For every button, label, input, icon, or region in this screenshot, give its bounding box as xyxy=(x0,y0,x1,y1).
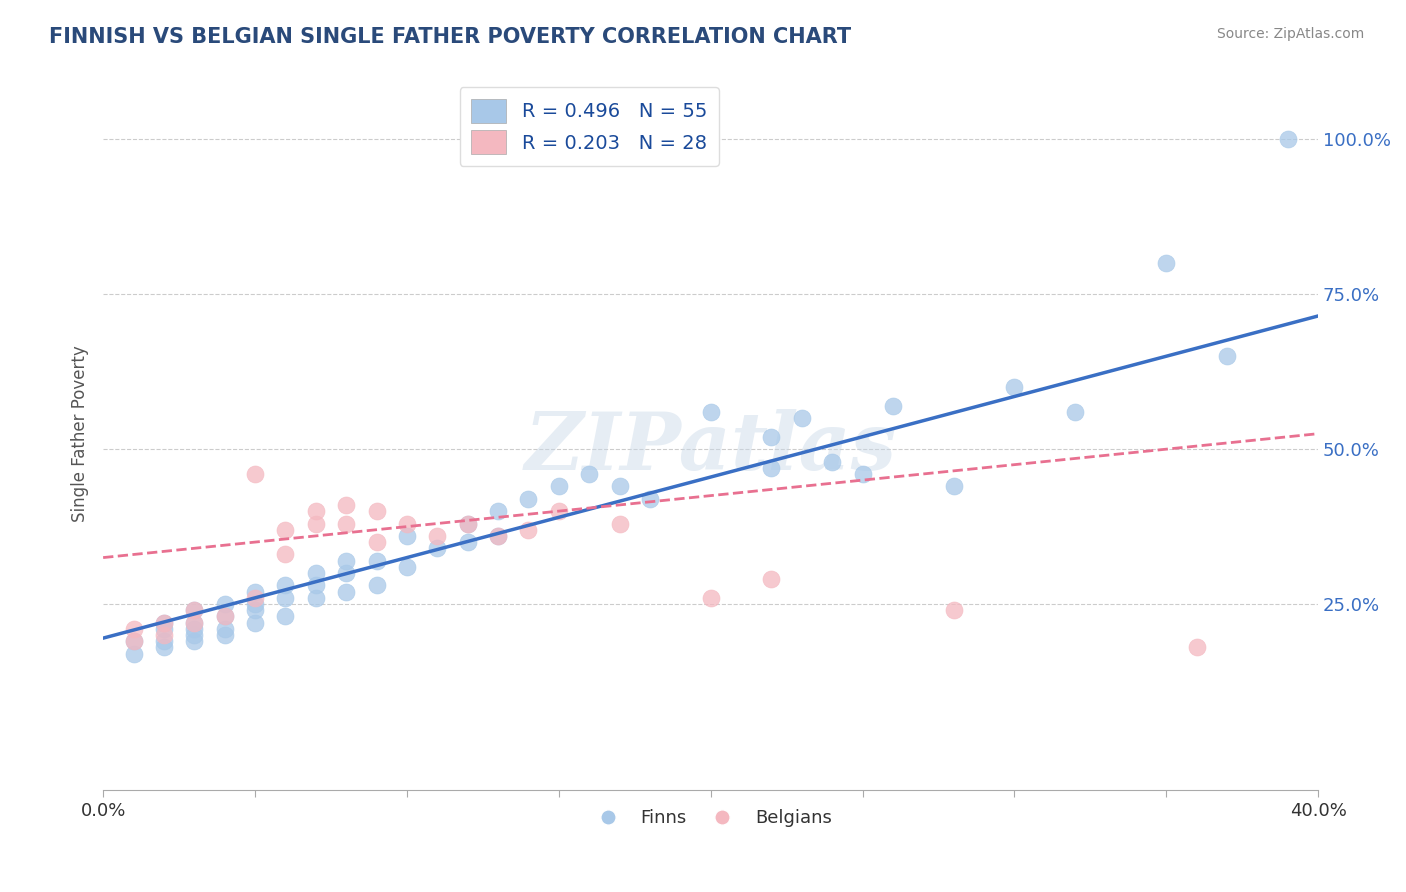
Point xyxy=(183,634,205,648)
Point xyxy=(305,578,328,592)
Point xyxy=(305,591,328,605)
Point xyxy=(821,454,844,468)
Point xyxy=(214,622,236,636)
Point xyxy=(1185,640,1208,655)
Point xyxy=(214,628,236,642)
Point xyxy=(214,609,236,624)
Point xyxy=(274,578,297,592)
Point xyxy=(761,572,783,586)
Point xyxy=(851,467,873,481)
Text: Source: ZipAtlas.com: Source: ZipAtlas.com xyxy=(1216,27,1364,41)
Point xyxy=(699,591,721,605)
Point xyxy=(1154,256,1177,270)
Point xyxy=(274,609,297,624)
Point xyxy=(457,516,479,531)
Point xyxy=(366,578,388,592)
Point xyxy=(790,411,813,425)
Point xyxy=(486,504,509,518)
Point xyxy=(183,628,205,642)
Y-axis label: Single Father Poverty: Single Father Poverty xyxy=(72,345,89,522)
Point xyxy=(153,628,176,642)
Point xyxy=(122,647,145,661)
Point xyxy=(517,491,540,506)
Point xyxy=(457,535,479,549)
Point xyxy=(457,516,479,531)
Point xyxy=(243,467,266,481)
Point xyxy=(426,529,449,543)
Point xyxy=(122,634,145,648)
Point xyxy=(547,504,569,518)
Point xyxy=(395,529,418,543)
Point xyxy=(699,405,721,419)
Point xyxy=(305,504,328,518)
Point xyxy=(395,516,418,531)
Point xyxy=(153,615,176,630)
Point xyxy=(243,591,266,605)
Point xyxy=(486,529,509,543)
Point xyxy=(243,597,266,611)
Point xyxy=(243,603,266,617)
Point xyxy=(1277,132,1299,146)
Point xyxy=(214,597,236,611)
Point xyxy=(366,504,388,518)
Point xyxy=(243,584,266,599)
Point xyxy=(153,615,176,630)
Point xyxy=(1064,405,1087,419)
Point xyxy=(761,460,783,475)
Point xyxy=(335,584,357,599)
Point xyxy=(609,479,631,493)
Point xyxy=(335,516,357,531)
Point xyxy=(486,529,509,543)
Point xyxy=(942,603,965,617)
Point xyxy=(335,554,357,568)
Point xyxy=(153,622,176,636)
Point xyxy=(1002,380,1025,394)
Point xyxy=(366,535,388,549)
Point xyxy=(426,541,449,556)
Point xyxy=(335,498,357,512)
Point xyxy=(183,615,205,630)
Legend: Finns, Belgians: Finns, Belgians xyxy=(582,802,839,834)
Point xyxy=(395,560,418,574)
Point xyxy=(183,603,205,617)
Point xyxy=(942,479,965,493)
Point xyxy=(517,523,540,537)
Point xyxy=(183,603,205,617)
Point xyxy=(122,634,145,648)
Point xyxy=(183,615,205,630)
Point xyxy=(761,430,783,444)
Point xyxy=(122,622,145,636)
Point xyxy=(243,615,266,630)
Point xyxy=(214,609,236,624)
Point xyxy=(305,516,328,531)
Point xyxy=(153,634,176,648)
Point xyxy=(274,548,297,562)
Point xyxy=(153,640,176,655)
Point xyxy=(366,554,388,568)
Text: FINNISH VS BELGIAN SINGLE FATHER POVERTY CORRELATION CHART: FINNISH VS BELGIAN SINGLE FATHER POVERTY… xyxy=(49,27,852,46)
Point xyxy=(183,622,205,636)
Text: ZIPatlas: ZIPatlas xyxy=(524,409,897,487)
Point xyxy=(638,491,661,506)
Point xyxy=(274,591,297,605)
Point xyxy=(335,566,357,580)
Point xyxy=(274,523,297,537)
Point xyxy=(547,479,569,493)
Point xyxy=(1216,349,1239,363)
Point xyxy=(578,467,600,481)
Point xyxy=(609,516,631,531)
Point xyxy=(305,566,328,580)
Point xyxy=(882,399,904,413)
